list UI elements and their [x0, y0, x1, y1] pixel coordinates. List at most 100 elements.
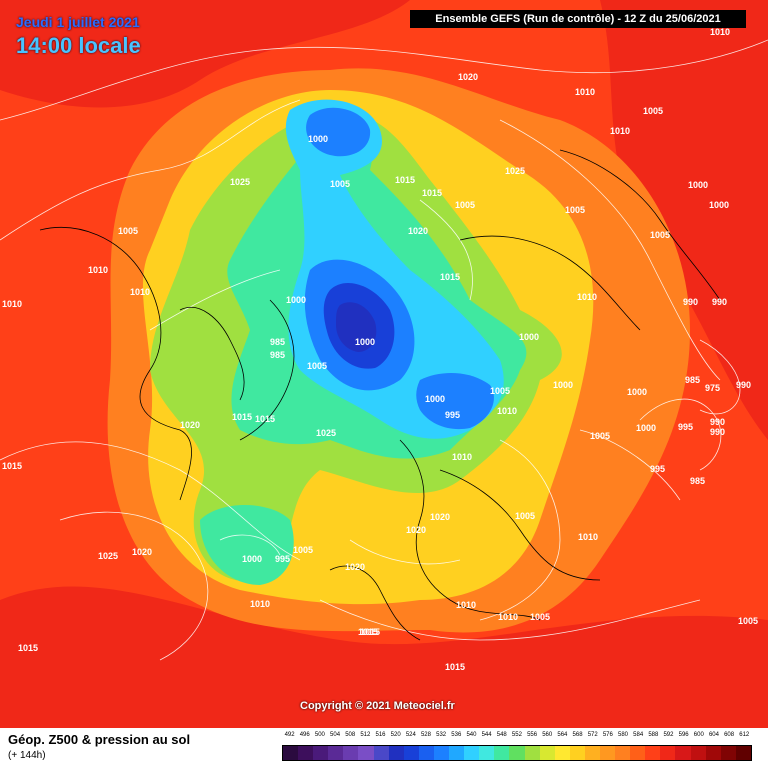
legend-swatch: [569, 746, 585, 760]
pressure-label: 1020: [132, 547, 152, 557]
legend-bar: [282, 745, 752, 761]
footer: Géop. Z500 & pression au sol (+ 144h) 49…: [0, 728, 768, 768]
pressure-label: 975: [705, 383, 720, 393]
pressure-label: 1000: [627, 387, 647, 397]
copyright-text: Copyright © 2021 Meteociel.fr: [300, 700, 455, 712]
legend-swatch: [615, 746, 631, 760]
pressure-label: 1015: [358, 627, 378, 637]
legend-swatch: [449, 746, 465, 760]
legend-swatch: [328, 746, 344, 760]
legend-swatch: [690, 746, 706, 760]
pressure-label: 1000: [688, 180, 708, 190]
pressure-label: 1010: [577, 292, 597, 302]
pressure-label: 1000: [286, 295, 306, 305]
pressure-label: 1010: [250, 599, 270, 609]
legend-label: 560: [542, 732, 553, 738]
legend-label: 492: [284, 732, 295, 738]
pressure-label: 990: [736, 380, 751, 390]
pressure-label: 1005: [515, 511, 535, 521]
legend-swatch: [343, 746, 359, 760]
legend-swatch: [388, 746, 404, 760]
pressure-label: 1025: [505, 166, 525, 176]
pressure-labels: 1000 1005 1010 1015 1020 1025 995 990 98…: [2, 27, 758, 672]
pressure-label: 1005: [590, 431, 610, 441]
legend-label: 592: [663, 732, 674, 738]
legend-swatch: [705, 746, 721, 760]
pressure-label: 990: [710, 427, 725, 437]
legend-swatch: [418, 746, 434, 760]
legend-swatch: [494, 746, 510, 760]
model-run-label: Ensemble GEFS (Run de contrôle) - 12 Z d…: [410, 10, 746, 28]
legend-label: 596: [678, 732, 689, 738]
map-field-title: Géop. Z500 & pression au sol: [8, 732, 191, 747]
pressure-label: 1000: [553, 380, 573, 390]
z500-zone-red-ne: [600, 0, 768, 440]
z500-zone-darkest-core: [336, 302, 377, 352]
legend-labels: 492 496 500 504 508 512 516 520 524 528 532 536 540 5…: [282, 732, 752, 742]
legend-swatch: [373, 746, 389, 760]
pressure-label: 1005: [455, 200, 475, 210]
forecast-time: 14:00 locale: [16, 33, 141, 58]
pressure-label: 1020: [345, 562, 365, 572]
pressure-label: 1010: [575, 87, 595, 97]
pressure-label: 1010: [610, 126, 630, 136]
legend-swatch: [298, 746, 314, 760]
legend-swatch: [358, 746, 374, 760]
pressure-label: 990: [683, 297, 698, 307]
pressure-label: 985: [685, 375, 700, 385]
pressure-label: 1025: [230, 177, 250, 187]
legend-swatch: [599, 746, 616, 760]
pressure-label: 1005: [118, 226, 138, 236]
z500-zone-green-atlantic: [200, 505, 294, 585]
pressure-label: 1015: [360, 627, 380, 637]
legend-swatch: [283, 746, 299, 760]
pressure-label: 985: [270, 337, 285, 347]
pressure-label: 1000: [355, 337, 375, 347]
legend-swatch: [479, 746, 495, 760]
legend-swatch: [403, 746, 419, 760]
forecast-lead-time: (+ 144h): [8, 750, 46, 761]
z500-zone-blue-north: [306, 107, 371, 157]
pressure-label: 1015: [395, 175, 415, 185]
pressure-label: 1010: [130, 287, 150, 297]
pressure-label: 985: [690, 476, 705, 486]
pressure-label: 1010: [497, 406, 517, 416]
pressure-label: 1015: [2, 461, 22, 471]
pressure-label: 1020: [430, 512, 450, 522]
pressure-label: 1010: [2, 299, 22, 309]
legend-swatch: [584, 746, 600, 760]
pressure-label: 1015: [422, 188, 442, 198]
pressure-label: 1015: [440, 272, 460, 282]
pressure-label: 1000: [308, 134, 328, 144]
legend-label: 584: [633, 732, 644, 738]
legend-label: 516: [375, 732, 386, 738]
legend-label: 588: [648, 732, 659, 738]
legend-label: 504: [330, 732, 341, 738]
legend-label: 556: [527, 732, 538, 738]
legend-label: 576: [602, 732, 613, 738]
legend-label: 600: [693, 732, 704, 738]
pressure-label: 995: [650, 464, 665, 474]
legend-swatch: [524, 746, 540, 760]
coastlines: [39, 149, 721, 641]
pressure-label: 990: [710, 417, 725, 427]
legend-swatch: [735, 746, 751, 760]
pressure-label: 1005: [330, 179, 350, 189]
pressure-label: 1010: [88, 265, 108, 275]
legend-swatch: [675, 746, 691, 760]
pressure-label: 1010: [710, 27, 730, 37]
legend-swatch: [645, 746, 661, 760]
legend-label: 512: [360, 732, 371, 738]
pressure-label: 1010: [452, 452, 472, 462]
color-legend: 492 496 500 504 508 512 516 520 524 528 532 536 540 5…: [282, 732, 752, 762]
pressure-label: 1000: [709, 200, 729, 210]
legend-label: 496: [299, 732, 310, 738]
legend-label: 572: [587, 732, 598, 738]
pressure-label: 1005: [490, 386, 510, 396]
pressure-label: 985: [270, 350, 285, 360]
legend-label: 532: [436, 732, 447, 738]
pressure-label: 1020: [458, 72, 478, 82]
pressure-label: 1005: [307, 361, 327, 371]
legend-swatch: [509, 746, 525, 760]
pressure-label: 1020: [408, 226, 428, 236]
